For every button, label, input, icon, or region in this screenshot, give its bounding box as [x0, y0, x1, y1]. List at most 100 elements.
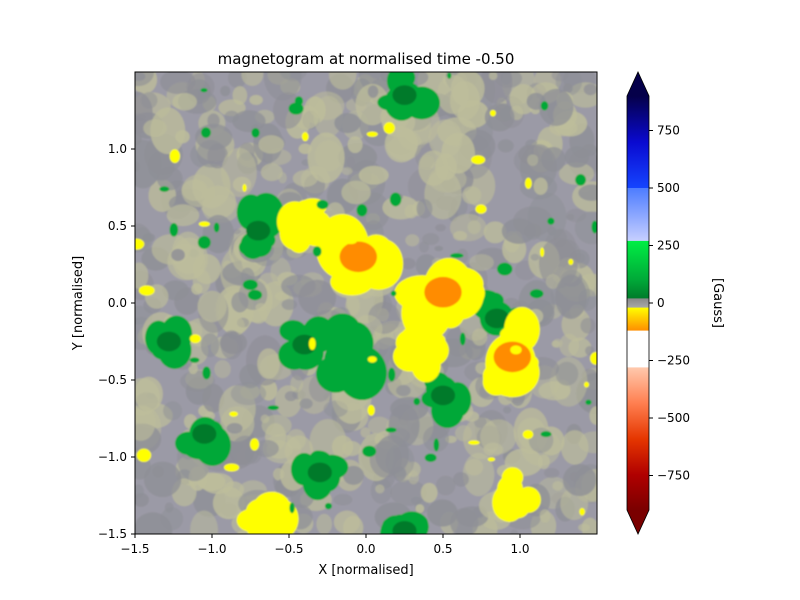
negative-fleck: [579, 508, 585, 516]
negative-fleck: [510, 345, 522, 355]
quiet-sun-cell: [543, 468, 560, 479]
positive-polarity-core: [329, 334, 366, 365]
quiet-sun-cell: [200, 333, 220, 358]
positive-fleck: [189, 357, 200, 363]
quiet-sun-cell: [341, 167, 353, 176]
quiet-sun-cell: [585, 345, 595, 356]
quiet-sun-cell: [135, 133, 142, 146]
quiet-sun-cell: [253, 439, 279, 458]
colorbar-tick-label: 250: [657, 239, 680, 253]
quiet-sun-cell: [192, 269, 211, 294]
quiet-sun-cell: [483, 221, 507, 244]
quiet-sun-cell: [274, 291, 290, 301]
quiet-sun-cell: [333, 493, 353, 506]
negative-fleck: [367, 404, 375, 416]
y-axis: −1.5 −1.0 −0.5 0.0 0.5 1.0: [98, 142, 135, 541]
quiet-sun-cell: [545, 274, 561, 289]
colorbar-tick-label: −500: [657, 411, 690, 425]
positive-fleck: [197, 235, 211, 249]
positive-polarity-core: [156, 331, 181, 352]
quiet-sun-cell: [462, 186, 482, 205]
quiet-sun-cell: [249, 94, 263, 106]
positive-fleck: [575, 174, 586, 186]
positive-fleck: [247, 289, 263, 301]
y-tick-label: 0.0: [108, 296, 127, 310]
negative-polarity-core: [407, 339, 432, 360]
negative-fleck: [138, 285, 155, 296]
quiet-sun-cell: [453, 230, 468, 241]
positive-fleck: [591, 220, 597, 234]
negative-polarity-core: [493, 341, 531, 373]
positive-fleck: [390, 290, 397, 297]
quiet-sun-cell: [367, 416, 391, 435]
positive-fleck: [202, 366, 211, 380]
quiet-sun-cell: [419, 241, 429, 253]
quiet-sun-cell: [355, 83, 390, 126]
quiet-sun-cell: [135, 376, 163, 412]
quiet-sun-cell: [503, 406, 512, 414]
negative-fleck: [308, 337, 316, 350]
colorbar-segment: [627, 307, 649, 332]
positive-fleck: [352, 367, 359, 373]
x-tick-label: −1.0: [197, 542, 226, 556]
positive-fleck: [289, 502, 295, 514]
quiet-sun-cell: [578, 184, 597, 201]
x-axis-label: X [normalised]: [318, 563, 413, 578]
positive-fleck: [413, 397, 421, 406]
colorbar-segment: [627, 330, 649, 368]
positive-fleck: [433, 438, 440, 452]
negative-fleck: [223, 463, 240, 472]
negative-fleck: [136, 448, 152, 462]
magnetogram-field: [135, 72, 597, 534]
colorbar-tick-label: −250: [657, 354, 690, 368]
quiet-sun-cell: [232, 228, 241, 235]
positive-fleck: [169, 222, 179, 237]
negative-fleck: [540, 247, 545, 257]
quiet-sun-cell: [358, 165, 389, 185]
positive-fleck: [385, 427, 397, 433]
quiet-sun-cell: [257, 348, 280, 380]
colorbar-segment: [627, 367, 649, 511]
y-tick-label: −1.0: [98, 450, 127, 464]
quiet-sun-cell: [260, 163, 283, 182]
positive-polarity-core: [392, 85, 417, 105]
positive-fleck: [200, 88, 208, 93]
quiet-sun-cell: [214, 360, 231, 379]
quiet-sun-cell: [497, 139, 514, 153]
negative-polarity-core: [300, 216, 325, 236]
quiet-sun-cell: [527, 154, 539, 166]
quiet-sun-cell: [135, 262, 149, 289]
quiet-sun-cell: [555, 361, 579, 386]
colorbar-segment: [627, 240, 649, 281]
quiet-sun-cell: [150, 107, 186, 155]
quiet-sun-cell: [455, 506, 489, 528]
y-axis-label: Y [normalised]: [71, 256, 86, 351]
quiet-sun-cell: [341, 180, 371, 205]
negative-fleck: [524, 177, 532, 189]
negative-fleck: [169, 149, 181, 164]
positive-fleck: [424, 453, 437, 463]
quiet-sun-cell: [488, 72, 498, 81]
quiet-sun-cell: [171, 248, 185, 262]
quiet-sun-cell: [578, 523, 590, 532]
quiet-sun-cell: [299, 398, 313, 409]
quiet-sun-cell: [220, 330, 243, 360]
quiet-sun-cell: [342, 440, 362, 457]
quiet-sun-cell: [453, 472, 469, 487]
x-tick-label: 1.0: [510, 542, 529, 556]
colorbar-extend-min: [627, 510, 649, 534]
quiet-sun-cell: [202, 383, 225, 413]
quiet-sun-cell: [231, 291, 249, 313]
plot-area: [135, 72, 597, 534]
colorbar-tick-label: −750: [657, 469, 690, 483]
x-tick-label: −0.5: [274, 542, 303, 556]
quiet-sun-cell: [539, 509, 551, 523]
colorbar-extend-max: [627, 72, 649, 96]
colorbar-tick-label: 500: [657, 181, 680, 195]
quiet-sun-cell: [560, 430, 589, 465]
quiet-sun-cell: [533, 177, 548, 195]
y-tick-label: −0.5: [98, 373, 127, 387]
positive-fleck: [459, 332, 466, 346]
quiet-sun-cell: [469, 254, 494, 271]
quiet-sun-cell: [427, 499, 458, 527]
